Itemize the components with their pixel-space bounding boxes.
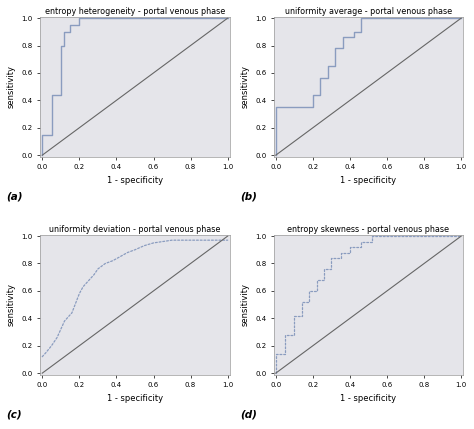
Text: (c): (c) bbox=[6, 409, 22, 420]
Y-axis label: sensitivity: sensitivity bbox=[7, 283, 16, 326]
X-axis label: 1 - specificity: 1 - specificity bbox=[340, 394, 397, 403]
X-axis label: 1 - specificity: 1 - specificity bbox=[107, 394, 163, 403]
Y-axis label: sensitivity: sensitivity bbox=[7, 65, 16, 108]
Title: uniformity average - portal venous phase: uniformity average - portal venous phase bbox=[285, 7, 452, 16]
Title: uniformity deviation - portal venous phase: uniformity deviation - portal venous pha… bbox=[49, 225, 221, 234]
Text: (b): (b) bbox=[240, 191, 257, 202]
Text: (d): (d) bbox=[240, 409, 257, 420]
Y-axis label: sensitivity: sensitivity bbox=[240, 283, 249, 326]
Title: entropy heterogeneity - portal venous phase: entropy heterogeneity - portal venous ph… bbox=[45, 7, 225, 16]
X-axis label: 1 - specificity: 1 - specificity bbox=[340, 176, 397, 185]
Text: (a): (a) bbox=[6, 191, 23, 202]
Title: entropy skewness - portal venous phase: entropy skewness - portal venous phase bbox=[288, 225, 449, 234]
Y-axis label: sensitivity: sensitivity bbox=[240, 65, 249, 108]
X-axis label: 1 - specificity: 1 - specificity bbox=[107, 176, 163, 185]
